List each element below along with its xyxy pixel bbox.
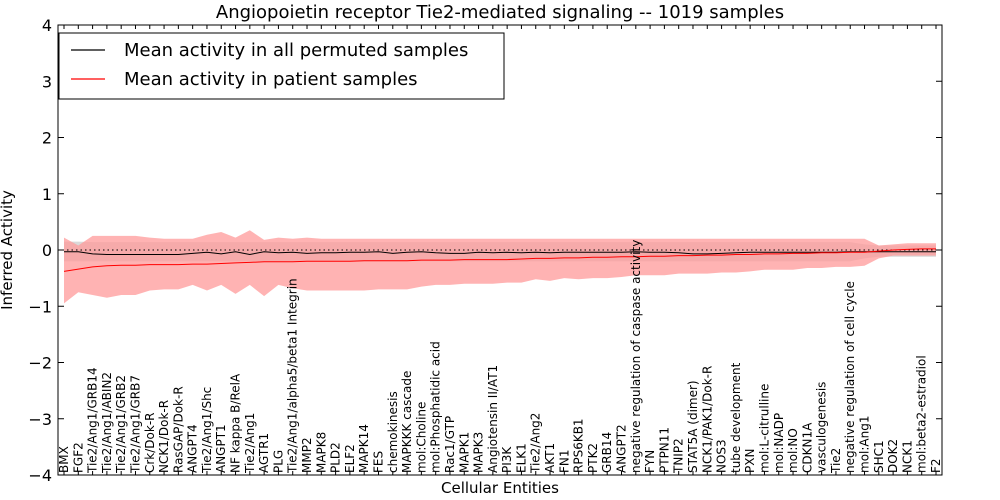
y-tick-label: −1 — [28, 297, 52, 316]
x-category-label: MAPKKK cascade — [400, 371, 414, 473]
x-category-label: Tie2/Ang1/Shc — [200, 387, 214, 474]
x-category-label: DOK2 — [886, 439, 900, 473]
x-category-label: Tie2/Ang2 — [529, 413, 543, 474]
x-category-label: mol:Phosphatidic acid — [429, 341, 443, 473]
plot-area — [58, 230, 942, 304]
x-category-label: negative regulation of caspase activity — [629, 240, 643, 473]
x-category-label: mol:Choline — [414, 402, 428, 473]
x-category-label: negative regulation of cell cycle — [843, 281, 857, 473]
x-category-label: tube development — [729, 362, 743, 473]
x-category-label: PLD2 — [329, 442, 343, 473]
x-category-label: MAPK8 — [314, 432, 328, 473]
x-category-label: Tie2/Ang1/alpha5/beta1 Integrin — [286, 278, 300, 474]
x-category-label: FGF2 — [71, 442, 85, 473]
x-category-label: mol:Ang1 — [858, 416, 872, 473]
legend-label-patient: Mean activity in patient samples — [124, 69, 418, 90]
x-axis-label: Cellular Entities — [441, 479, 559, 497]
x-category-label: NCK1/PAK1/Dok-R — [700, 366, 714, 473]
x-category-label: Tie2/Ang1/GRB7 — [129, 375, 143, 474]
y-tick-label: 1 — [42, 185, 52, 204]
legend-label-permuted: Mean activity in all permuted samples — [124, 40, 468, 61]
x-category-label: mol:NO — [786, 428, 800, 473]
y-tick-label: 0 — [42, 241, 52, 260]
x-category-label: MAPK3 — [472, 432, 486, 473]
x-category-label: GRB14 — [600, 432, 614, 473]
x-category-label: BMX — [57, 446, 71, 473]
y-tick-label: −3 — [28, 410, 52, 429]
x-category-label: Tie2 — [829, 448, 843, 474]
x-category-label: Tie2/Ang1/GRB2 — [114, 375, 128, 474]
x-category-label: ELK1 — [514, 443, 528, 473]
x-category-label: NF kappa B/RelA — [229, 373, 243, 473]
patient-mean-line — [63, 248, 936, 272]
x-category-label: PXN — [743, 449, 757, 473]
x-category-label: ELF2 — [343, 444, 357, 473]
permuted-mean-line — [64, 251, 936, 256]
x-category-label: F2 — [929, 458, 943, 473]
y-tick-label: 2 — [42, 129, 52, 148]
x-category-label: PTPN11 — [657, 427, 671, 473]
chart-title: Angiopoietin receptor Tie2-mediated sign… — [216, 2, 784, 23]
x-category-label: CDKN1A — [800, 422, 814, 473]
x-category-label: STAT5A (dimer) — [686, 380, 700, 473]
legend-box — [58, 32, 505, 100]
x-category-label: PLG — [271, 450, 285, 473]
x-category-label: ANGPT2 — [615, 424, 629, 473]
y-tick-label: 4 — [42, 16, 52, 35]
y-tick-label: −2 — [28, 354, 52, 373]
x-category-label: MMP2 — [300, 437, 314, 473]
x-category-label: NOS3 — [715, 439, 729, 473]
x-category-label: NCK1/Dok-R — [157, 400, 171, 473]
x-category-label: AKT1 — [543, 443, 557, 473]
y-tick-label: 3 — [42, 72, 52, 91]
y-axis: 4 3 2 1 0 −1 −2 −3 −4 — [28, 16, 942, 485]
x-category-label: ANGPT1 — [214, 424, 228, 473]
x-category-label: PI3K — [500, 446, 514, 473]
x-category-label: NCK1 — [900, 440, 914, 473]
x-category-label: TNIP2 — [672, 438, 686, 474]
x-category-label: MAPK1 — [457, 432, 471, 473]
y-axis-label: Inferred Activity — [0, 190, 16, 310]
x-category-label: Tie2/Ang1 — [243, 413, 257, 474]
x-category-label: chemokinesis — [386, 391, 400, 473]
x-axis-categories: BMX FGF2 Tie2/Ang1/GRB14 Tie2/Ang1/ABIN2 Tie… — [57, 25, 943, 475]
x-category-label: FN1 — [557, 449, 571, 473]
x-category-label: Tie2/Ang1/GRB14 — [86, 367, 100, 474]
x-category-label: mol:L-citrulline — [758, 384, 772, 473]
x-category-label: mol:NADP — [772, 413, 786, 473]
x-category-label: vasculogenesis — [815, 382, 829, 473]
x-category-label: SHC1 — [872, 440, 886, 473]
x-category-label: Crk/Dok-R — [143, 412, 157, 473]
x-category-label: AGTR1 — [257, 433, 271, 473]
x-category-label: RasGAP/Dok-R — [171, 386, 185, 473]
x-category-label: mol:beta2-estradiol — [915, 355, 929, 473]
x-category-label: PTK2 — [586, 443, 600, 473]
x-category-label: Tie2/Ang1/ABIN2 — [100, 372, 114, 474]
x-category-label: Rac1/GTP — [443, 416, 457, 473]
x-category-label: MAPK14 — [357, 424, 371, 473]
x-category-label: ANGPT4 — [186, 424, 200, 473]
y-tick-label: −4 — [28, 466, 52, 485]
x-category-label: Angiotensin II/AT1 — [486, 365, 500, 473]
x-category-label: RPS6KB1 — [572, 418, 586, 473]
legend: Mean activity in all permuted samples Me… — [58, 32, 505, 100]
x-category-label: FES — [372, 451, 386, 473]
patient-range-band — [64, 230, 936, 304]
x-category-label: FYN — [643, 450, 657, 473]
